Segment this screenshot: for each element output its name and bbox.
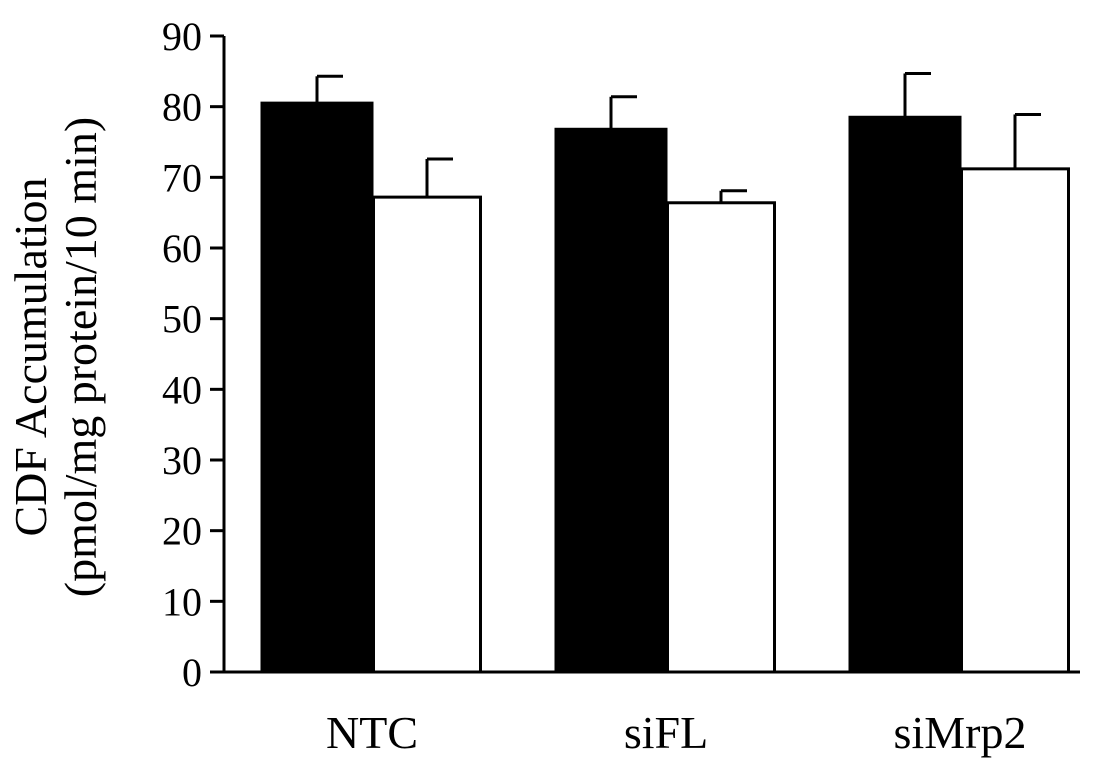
open-bar-ntc (374, 197, 481, 672)
filled-bar-simrp2 (850, 117, 960, 672)
x-tick-label-simrp2: siMrp2 (894, 707, 1027, 758)
x-tick-label-ntc: NTC (326, 707, 418, 758)
open-bar-sifl (668, 203, 775, 672)
y-tick-label: 20 (162, 509, 202, 554)
x-tick-label-sifl: siFL (624, 707, 708, 758)
bars (262, 103, 1069, 672)
open-bar-simrp2 (962, 169, 1069, 672)
y-tick-label: 80 (162, 85, 202, 130)
y-tick-label: 50 (162, 297, 202, 342)
y-tick-label: 10 (162, 579, 202, 624)
y-tick-label: 90 (162, 14, 202, 59)
y-tick-label: 30 (162, 438, 202, 483)
y-axis-label-line-1: CDF Accumulation (5, 177, 56, 536)
y-ticks: 0 10 20 30 40 50 60 70 80 90 (162, 14, 224, 695)
filled-bar-ntc (262, 103, 372, 672)
filled-bar-sifl (556, 129, 666, 672)
y-axis-label: CDF Accumulation (pmol/mg protein/10 min… (5, 117, 106, 597)
x-tick-labels: NTC siFL siMrp2 (326, 707, 1026, 758)
y-tick-label: 40 (162, 367, 202, 412)
y-axis-label-line-2: (pmol/mg protein/10 min) (55, 117, 106, 597)
y-tick-label: 60 (162, 226, 202, 271)
y-tick-label: 0 (182, 650, 202, 695)
y-tick-label: 70 (162, 155, 202, 200)
